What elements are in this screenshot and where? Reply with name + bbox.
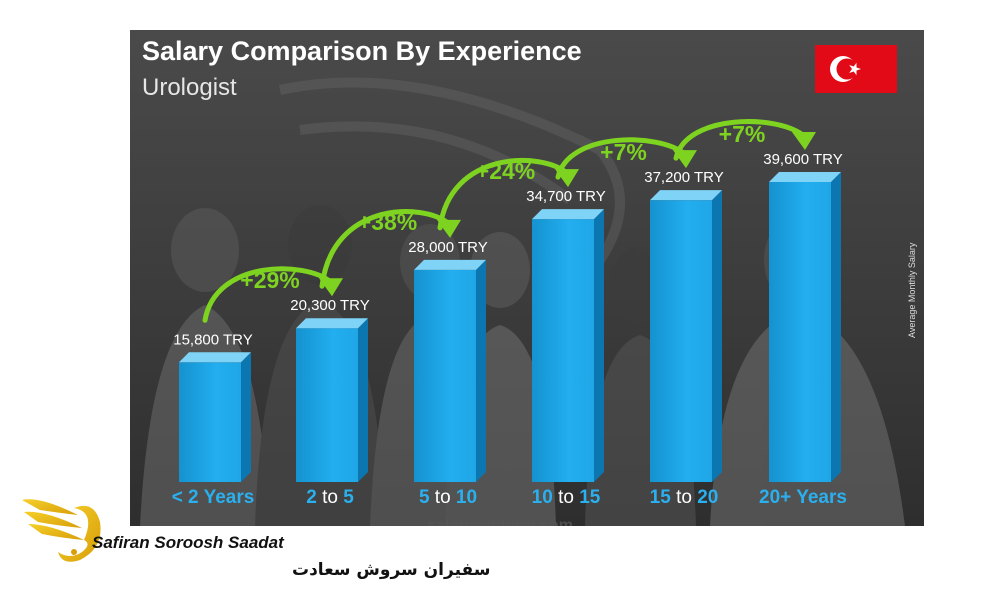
- category-lead-4: 15: [650, 487, 672, 508]
- bar-top-3: [532, 209, 604, 220]
- value-label-2: 28,000 TRY: [408, 239, 488, 256]
- bar-2: [414, 269, 476, 482]
- bar-top-0: [179, 352, 251, 363]
- y-axis-label: Average Monthly Salary: [907, 242, 917, 338]
- increase-label-3: +7%: [600, 139, 647, 165]
- category-lead-2: 5: [419, 487, 430, 508]
- bar-side-1: [358, 318, 368, 482]
- category-lead-5: 20+ Years: [759, 487, 847, 508]
- increase-label-1: +38%: [358, 209, 417, 235]
- turkey-flag-icon: [815, 45, 897, 93]
- increase-arrow-curve-2: [437, 157, 570, 231]
- category-tail-4: 20: [697, 487, 718, 508]
- bar-1: [296, 328, 358, 482]
- bar-4: [650, 200, 712, 482]
- category-label-3: 10 to 15: [532, 487, 601, 508]
- increase-arrow-2: +24%: [437, 157, 579, 231]
- value-label-1: 20,300 TRY: [290, 297, 370, 314]
- increase-label-2: +24%: [476, 158, 535, 184]
- category-label-5: 20+ Years: [759, 487, 847, 508]
- increase-arrow-curve-0: [202, 266, 334, 323]
- chart-title: Salary Comparison By Experience: [142, 36, 582, 66]
- bar-side-2: [476, 259, 486, 482]
- category-mid-1: to: [317, 487, 343, 508]
- value-label-4: 37,200 TRY: [644, 169, 724, 186]
- bar-top-1: [296, 318, 368, 329]
- increase-arrow-curve-3: [555, 137, 688, 180]
- increase-arrow-head-4: [792, 132, 816, 150]
- value-label-3: 34,700 TRY: [526, 188, 606, 205]
- category-lead-0: < 2 Years: [172, 487, 255, 508]
- value-label-5: 39,600 TRY: [763, 151, 843, 168]
- bar-side-0: [241, 352, 251, 482]
- bars-layer: [179, 172, 841, 482]
- increase-arrow-1: +38%: [319, 209, 461, 289]
- value-label-0: 15,800 TRY: [173, 331, 253, 348]
- category-tail-1: 5: [343, 487, 354, 508]
- background-swirl: [278, 77, 625, 263]
- category-lead-1: 2: [306, 487, 317, 508]
- increase-label-0: +29%: [240, 267, 299, 293]
- category-tail-2: 10: [456, 487, 477, 508]
- increase-label-4: +7%: [719, 121, 766, 147]
- increase-arrow-0: +29%: [202, 266, 343, 323]
- winged-swan-logo-icon: [22, 499, 101, 562]
- category-label-0: < 2 Years: [172, 487, 255, 508]
- bar-0: [179, 362, 241, 482]
- category-label-4: 15 to 20: [650, 487, 719, 508]
- category-label-1: 2 to 5: [306, 487, 354, 508]
- value-labels-layer: 15,800 TRY 20,300 TRY 28,000 TRY 34,700 TRY…: [173, 151, 843, 348]
- bar-top-4: [650, 190, 722, 201]
- bar-side-5: [831, 172, 841, 482]
- category-mid-2: to: [430, 487, 456, 508]
- brand-name-persian: سفیران سروش سعادت: [292, 560, 490, 580]
- category-lead-3: 10: [532, 487, 553, 508]
- category-mid-4: to: [671, 487, 697, 508]
- increase-arrows-layer: +29% +38% +24% +7% +7%: [202, 119, 816, 323]
- category-tail-3: 15: [579, 487, 601, 508]
- increase-arrow-head-0: [319, 278, 343, 297]
- chart-subtitle: Urologist: [142, 74, 237, 101]
- increase-arrow-3: +7%: [555, 137, 697, 180]
- increase-arrow-curve-4: [673, 119, 807, 161]
- bar-side-4: [712, 190, 722, 482]
- category-mid-3: to: [553, 487, 579, 508]
- bar-3: [532, 219, 594, 482]
- bar-side-3: [594, 209, 604, 482]
- bar-5: [769, 182, 831, 482]
- brand-name-latin: Safiran Soroosh Saadat: [92, 533, 285, 552]
- category-label-2: 5 to 10: [419, 487, 477, 508]
- bar-top-2: [414, 259, 486, 270]
- increase-arrow-4: +7%: [673, 119, 816, 161]
- increase-arrow-curve-1: [319, 209, 452, 289]
- bar-top-5: [769, 172, 841, 182]
